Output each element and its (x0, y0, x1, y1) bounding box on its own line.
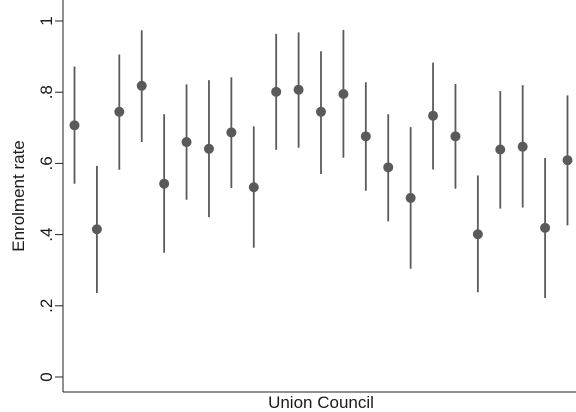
data-point (271, 86, 282, 97)
data-point (360, 131, 371, 142)
data-marks (69, 29, 573, 298)
data-point (203, 143, 214, 154)
data-point (114, 106, 125, 117)
data-point (405, 192, 416, 203)
y-tick-label: 0 (37, 372, 56, 381)
data-point (428, 110, 439, 121)
data-point (472, 229, 483, 240)
data-point (136, 80, 147, 91)
data-point (495, 144, 506, 155)
data-point (562, 155, 573, 166)
y-ticks: 0 .2 .4 .6 .8 1 (37, 16, 63, 382)
data-point (159, 178, 170, 189)
data-point (248, 182, 259, 193)
y-axis-title: Enrolment rate (9, 140, 28, 252)
data-point (226, 127, 237, 138)
y-tick-label: .4 (37, 228, 56, 242)
data-point (517, 141, 528, 152)
data-point (181, 137, 192, 148)
x-axis-title: Union Council (268, 393, 374, 412)
data-point (91, 224, 102, 235)
y-tick-label: .6 (37, 156, 56, 170)
data-point (383, 162, 394, 173)
data-point (450, 131, 461, 142)
y-tick-label: 1 (37, 16, 56, 25)
data-point (69, 120, 80, 131)
data-point (540, 222, 551, 233)
y-tick-label: .8 (37, 85, 56, 99)
data-point (338, 88, 349, 99)
data-point (293, 84, 304, 95)
y-tick-label: .2 (37, 299, 56, 313)
data-point (316, 106, 326, 117)
